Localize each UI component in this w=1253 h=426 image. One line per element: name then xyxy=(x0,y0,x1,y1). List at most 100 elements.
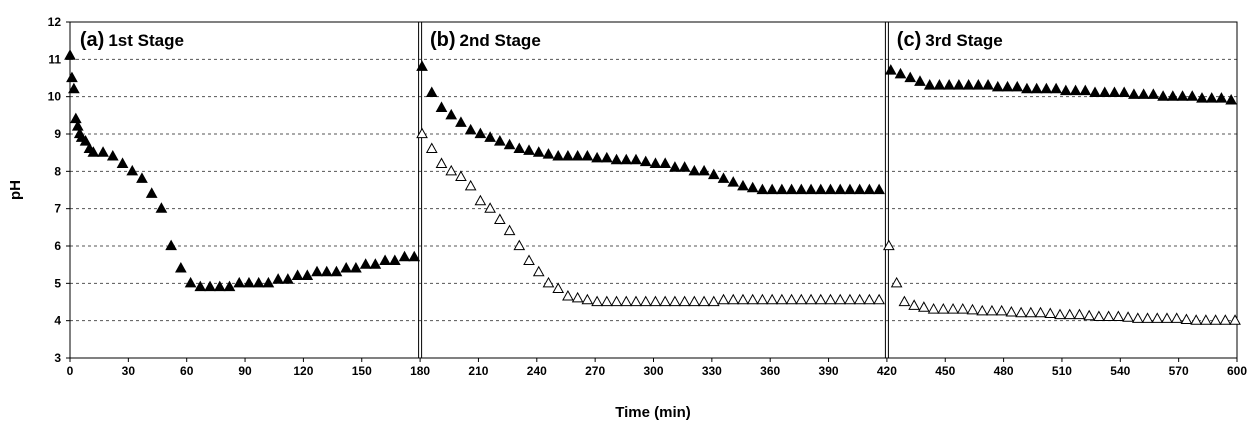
data-point-filled xyxy=(340,261,353,273)
data-point-filled xyxy=(1059,84,1072,96)
data-point-filled xyxy=(737,179,749,191)
data-point-open xyxy=(1093,310,1105,322)
data-point-filled xyxy=(79,135,92,146)
data-point-filled xyxy=(301,269,314,280)
y-tick-label: 11 xyxy=(48,52,61,66)
data-point-filled xyxy=(474,127,487,139)
data-point-filled xyxy=(1147,88,1160,99)
data-point-filled xyxy=(581,149,594,161)
x-tick-label: 450 xyxy=(935,364,955,378)
data-point-filled xyxy=(66,71,78,83)
data-point-filled xyxy=(136,172,148,183)
data-point-open xyxy=(1102,310,1115,322)
data-point-filled xyxy=(513,142,526,154)
data-point-filled xyxy=(620,153,633,165)
stage-name: 1st Stage xyxy=(108,31,184,50)
data-point-filled xyxy=(503,138,516,150)
data-point-filled xyxy=(464,123,477,135)
data-point-open xyxy=(1024,306,1037,318)
data-point-open xyxy=(898,295,911,307)
data-point-open xyxy=(805,293,817,305)
data-point-filled xyxy=(707,168,720,180)
data-point-filled xyxy=(562,149,574,161)
data-point-filled xyxy=(69,112,82,124)
data-point-open xyxy=(581,293,594,305)
x-tick-label: 390 xyxy=(819,364,839,378)
data-point-open xyxy=(890,276,903,288)
data-point-filled xyxy=(853,183,866,195)
data-point-filled xyxy=(1196,92,1208,103)
data-point-filled xyxy=(659,157,672,168)
data-point-filled xyxy=(1001,80,1014,92)
x-tick-label: 510 xyxy=(1052,364,1072,378)
data-point-open xyxy=(766,293,778,305)
data-point-open xyxy=(1190,314,1203,325)
x-tick-label: 540 xyxy=(1110,364,1130,378)
y-tick-label: 12 xyxy=(48,15,62,29)
data-point-filled xyxy=(532,146,545,157)
data-point-open xyxy=(610,295,623,307)
data-point-filled xyxy=(445,108,458,120)
data-point-open xyxy=(1073,308,1086,320)
data-point-open xyxy=(416,127,428,139)
data-point-open xyxy=(1054,308,1066,320)
data-point-filled xyxy=(591,151,603,163)
data-point-open xyxy=(600,295,613,307)
x-tick-label: 420 xyxy=(877,364,897,378)
data-point-open xyxy=(698,295,710,307)
data-point-open xyxy=(927,303,940,314)
data-point-filled xyxy=(1157,90,1169,101)
data-point-open xyxy=(1083,309,1096,321)
data-point-filled xyxy=(165,239,177,251)
data-point-filled xyxy=(962,79,975,90)
data-point-open xyxy=(882,239,895,251)
data-point-filled xyxy=(727,176,740,187)
data-point-open xyxy=(908,299,920,310)
data-point-filled xyxy=(252,276,265,288)
data-point-filled xyxy=(904,71,917,83)
x-tick-label: 270 xyxy=(585,364,605,378)
data-point-filled xyxy=(669,161,681,172)
data-point-open xyxy=(1034,306,1047,318)
data-point-open xyxy=(445,164,458,176)
x-tick-label: 360 xyxy=(760,364,780,378)
data-point-filled xyxy=(600,151,613,163)
data-point-filled xyxy=(776,183,788,195)
data-point-open xyxy=(776,293,788,305)
data-point-filled xyxy=(766,183,778,195)
data-point-filled xyxy=(175,261,187,273)
data-point-open xyxy=(1209,314,1222,325)
data-point-open xyxy=(1180,313,1193,325)
y-axis: 3 4 5 6 7 8 9 10 11 12 xyxy=(48,15,70,365)
data-point-filled xyxy=(435,101,448,112)
data-point-open xyxy=(688,295,701,307)
x-axis-title: Time (min) xyxy=(615,404,691,421)
data-point-filled xyxy=(1186,90,1199,101)
data-point-open xyxy=(542,276,555,288)
data-point-filled xyxy=(350,261,362,273)
data-point-filled xyxy=(388,254,401,266)
data-point-open xyxy=(795,293,808,305)
data-point-filled xyxy=(639,155,652,167)
stage-letter: (a) xyxy=(80,29,104,51)
data-point-filled xyxy=(914,75,926,86)
data-point-filled xyxy=(805,183,817,195)
data-point-filled xyxy=(542,148,555,159)
x-tick-label: 210 xyxy=(468,364,488,378)
data-point-filled xyxy=(1137,88,1150,99)
data-point-filled xyxy=(425,86,438,98)
data-point-filled xyxy=(1030,82,1043,94)
data-point-filled xyxy=(814,183,827,195)
data-point-filled xyxy=(746,181,759,193)
data-point-filled xyxy=(844,183,856,195)
data-point-filled xyxy=(359,258,372,269)
x-tick-label: 180 xyxy=(410,364,430,378)
x-tick-label: 30 xyxy=(122,364,136,378)
data-point-open xyxy=(853,293,866,305)
data-point-open xyxy=(737,293,749,305)
data-point-filled xyxy=(1128,88,1140,99)
data-point-filled xyxy=(1089,86,1101,98)
data-point-open xyxy=(455,170,467,182)
data-point-filled xyxy=(233,276,246,288)
data-point-open xyxy=(425,142,438,154)
